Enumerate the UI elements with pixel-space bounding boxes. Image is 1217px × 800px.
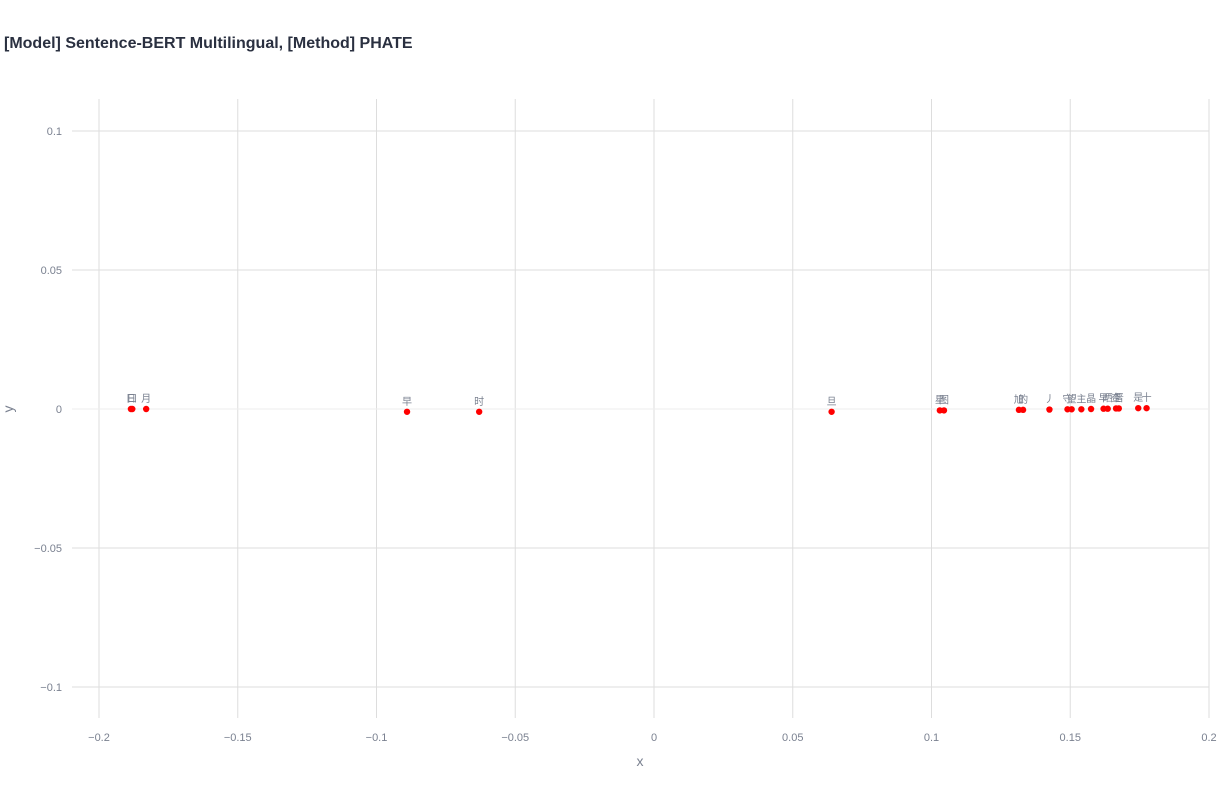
x-tick-label: 0.05 bbox=[782, 732, 803, 744]
data-point-label: 守 bbox=[1062, 392, 1072, 405]
data-point-label: 图 bbox=[939, 394, 949, 406]
data-point[interactable] bbox=[129, 405, 136, 413]
chart-title: [Model] Sentence-BERT Multilingual, [Met… bbox=[4, 35, 413, 52]
data-point[interactable] bbox=[1115, 405, 1123, 412]
data-point[interactable] bbox=[1046, 406, 1053, 413]
y-tick-label: 0 bbox=[56, 404, 62, 416]
data-point-label: 日 bbox=[126, 394, 136, 405]
data-point-label: 月 bbox=[141, 393, 151, 405]
y-tick-label: −0.1 bbox=[40, 682, 62, 694]
data-point[interactable] bbox=[828, 408, 835, 415]
data-point-label: 曰 bbox=[127, 394, 137, 405]
y-tick-label: −0.05 bbox=[34, 543, 62, 555]
x-tick-label: 0 bbox=[651, 732, 657, 744]
x-tick-label: −0.15 bbox=[224, 732, 252, 744]
data-point[interactable] bbox=[475, 408, 483, 415]
x-tick-label: 0.1 bbox=[924, 732, 939, 744]
x-axis-label: x bbox=[637, 753, 644, 769]
data-point-label: 主 bbox=[1076, 393, 1086, 405]
point-layer bbox=[127, 404, 1150, 415]
tick-layer: −0.2 −0.15 −0.1 −0.05 0 0.05 0.1 0.15 0.2 0.1 0.05… bbox=[34, 126, 1216, 744]
data-point-label: 晶 bbox=[1086, 393, 1096, 405]
data-point[interactable] bbox=[1019, 406, 1027, 414]
data-point[interactable] bbox=[1068, 406, 1075, 413]
point-label-layer: 日曰月早时旦星图 旭的丿守望主晶早晒查晋 是十 bbox=[126, 391, 1152, 408]
data-point-label: 查 bbox=[1111, 391, 1121, 404]
data-point-label: 早 bbox=[1099, 393, 1109, 405]
x-tick-label: 0.2 bbox=[1201, 732, 1216, 744]
data-point-label: 晒 bbox=[1103, 393, 1113, 405]
y-tick-label: 0.05 bbox=[41, 265, 62, 277]
y-axis-label: y bbox=[0, 406, 16, 413]
x-tick-label: −0.1 bbox=[366, 732, 388, 744]
data-point-label: 旭 bbox=[1014, 394, 1024, 406]
data-point-label: 旦 bbox=[827, 396, 837, 408]
x-tick-label: −0.2 bbox=[88, 732, 110, 744]
data-point[interactable] bbox=[403, 408, 411, 415]
data-point-label: 丿 bbox=[1044, 395, 1054, 406]
data-point[interactable] bbox=[1135, 404, 1142, 412]
y-tick-label: 0.1 bbox=[47, 126, 62, 138]
data-point[interactable] bbox=[142, 405, 150, 413]
x-tick-label: 0.15 bbox=[1060, 732, 1081, 744]
data-point-label: 望 bbox=[1067, 392, 1077, 405]
x-tick-label: −0.05 bbox=[501, 732, 529, 744]
data-point-label: 是 bbox=[1133, 392, 1143, 404]
data-point-label: 早 bbox=[402, 396, 412, 408]
data-point-label: 时 bbox=[474, 396, 484, 408]
data-point[interactable] bbox=[1078, 406, 1085, 413]
data-point[interactable] bbox=[1087, 405, 1095, 413]
data-point-label: 的 bbox=[1018, 393, 1028, 406]
grid-layer bbox=[72, 99, 1210, 718]
data-point-label: 星 bbox=[935, 394, 945, 406]
data-point-label: 十 bbox=[1142, 391, 1152, 404]
data-point[interactable] bbox=[940, 407, 948, 414]
data-point[interactable] bbox=[1104, 405, 1111, 412]
data-point[interactable] bbox=[1143, 404, 1150, 412]
data-point-label: 晋 bbox=[1114, 392, 1124, 404]
